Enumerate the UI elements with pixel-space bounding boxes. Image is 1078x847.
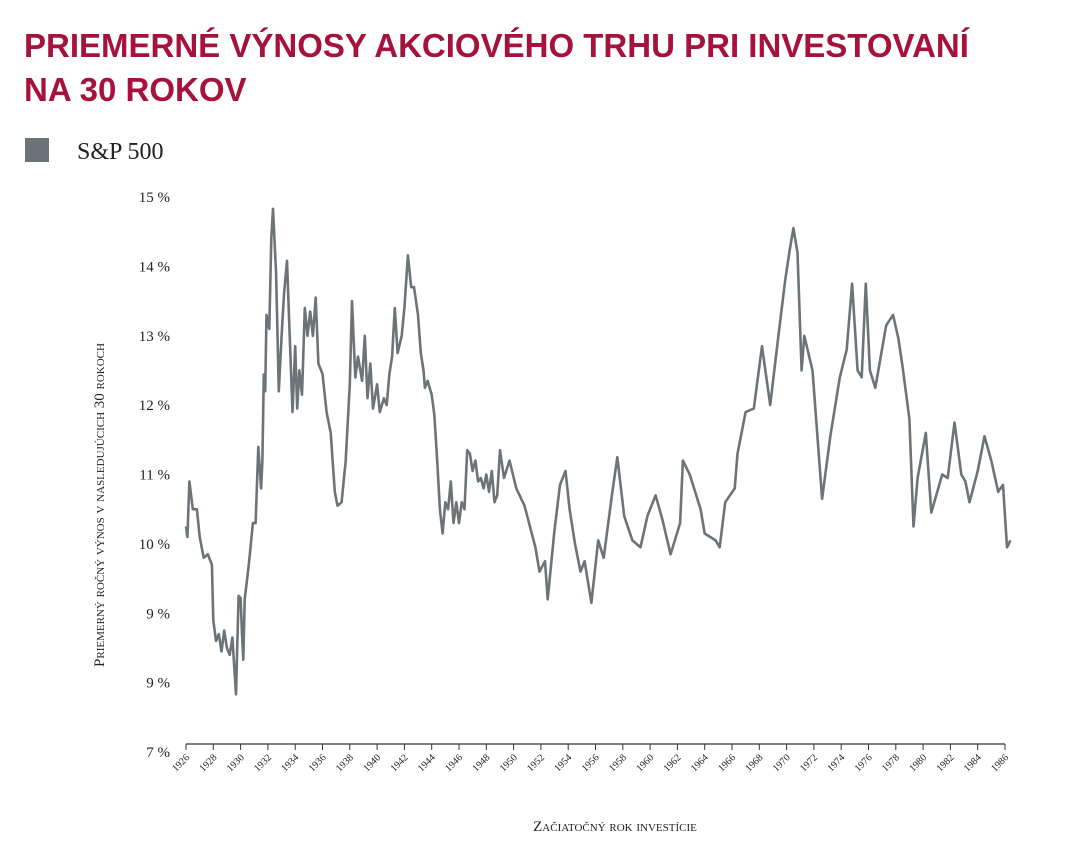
y-tick-label: 12 % [139, 398, 170, 414]
x-tick-label: 1926 [170, 752, 192, 774]
x-tick-label: 1948 [471, 752, 493, 774]
x-tick-label: 1942 [389, 752, 411, 774]
y-axis-label: Priemerný ročný výnos v nasledujúcich 30… [92, 343, 108, 667]
legend-label: S&P 500 [77, 139, 163, 165]
x-tick-label: 1952 [525, 752, 547, 774]
x-tick-label: 1982 [935, 752, 957, 774]
x-tick-label: 1940 [361, 752, 383, 774]
chart-title: PRIEMERNÉ VÝNOSY AKCIOVÉHO TRHU PRI INVE… [24, 27, 970, 64]
legend-swatch [25, 138, 49, 162]
x-tick-label: 1954 [552, 752, 574, 774]
x-tick-label: 1964 [689, 752, 711, 774]
x-tick-label: 1968 [744, 752, 766, 774]
y-tick-label: 9 % [146, 606, 170, 622]
x-tick-label: 1938 [334, 752, 356, 774]
x-tick-label: 1960 [634, 752, 656, 774]
x-tick-label: 1956 [580, 752, 602, 774]
x-tick-label: 1944 [416, 752, 438, 774]
x-tick-label: 1946 [443, 752, 465, 774]
x-tick-label: 1930 [225, 752, 247, 774]
x-tick-label: 1932 [252, 752, 274, 774]
x-tick-label: 1976 [853, 752, 875, 774]
x-tick-label: 1970 [771, 752, 793, 774]
y-tick-label: 10 % [139, 537, 170, 553]
y-tick-label: 13 % [139, 329, 170, 345]
x-tick-label: 1950 [498, 752, 520, 774]
x-tick-label: 1936 [307, 752, 329, 774]
x-tick-label: 1962 [662, 752, 684, 774]
x-tick-label: 1966 [716, 752, 738, 774]
x-tick-label: 1986 [989, 752, 1011, 774]
y-tick-label: 11 % [139, 468, 170, 484]
x-tick-label: 1974 [825, 752, 847, 774]
y-tick-label: 15 % [139, 190, 170, 206]
x-axis-label: Začiatočný rok investície [533, 819, 697, 835]
chart-title: NA 30 ROKOV [24, 71, 247, 108]
x-tick-label: 1928 [198, 752, 220, 774]
x-tick-label: 1984 [962, 752, 984, 774]
x-tick-label: 1958 [607, 752, 629, 774]
x-tick-label: 1980 [907, 752, 929, 774]
y-tick-label: 9 % [146, 676, 170, 692]
x-tick-label: 1934 [279, 752, 301, 774]
x-tick-label: 1972 [798, 752, 820, 774]
y-tick-label: 14 % [139, 259, 170, 275]
y-tick-label: 7 % [146, 745, 170, 761]
x-tick-label: 1978 [880, 752, 902, 774]
data-line [184, 207, 1012, 696]
